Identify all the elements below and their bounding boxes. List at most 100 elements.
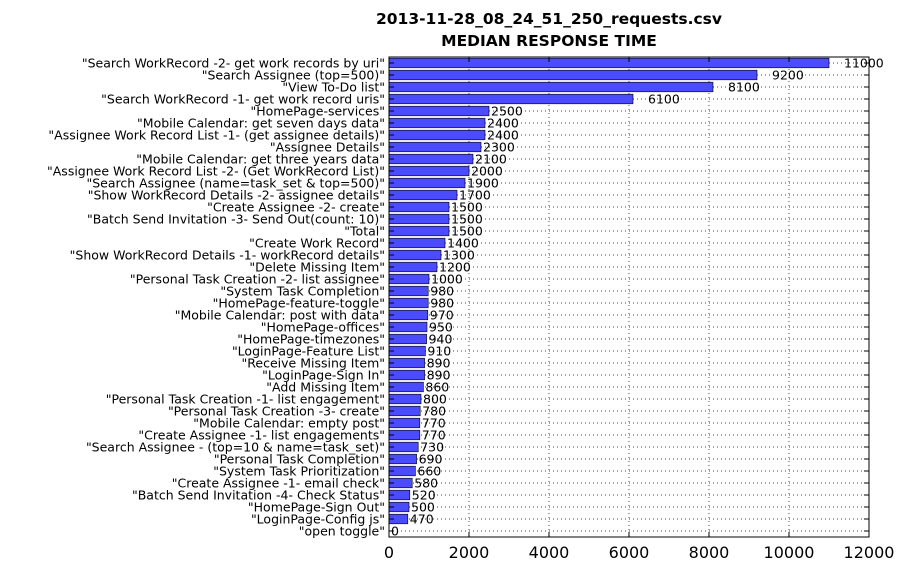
category-label: "Personal Task Completion" [214,452,385,467]
value-label: 1500 [451,200,483,215]
value-label: 860 [425,380,449,395]
bar [388,273,430,285]
value-label: 2000 [471,164,503,179]
category-label: "Create Assignee -1- email check" [172,476,385,491]
x-tick-label: 8000 [689,543,730,562]
value-label: 9200 [772,68,804,83]
bar [388,57,830,69]
bar [388,321,428,333]
x-tick-label: 6000 [609,543,650,562]
bar [388,153,474,165]
category-label: "LoginPage-Feature List" [232,344,385,359]
category-label: "Search Assignee - (top=10 & name=task_s… [86,440,385,455]
value-label: 1400 [447,236,479,251]
value-label: 2400 [487,128,519,143]
category-label: "HomePage-Sign Out" [248,500,385,515]
value-label: 1900 [467,176,499,191]
bar [388,249,442,261]
value-label: 2100 [475,152,507,167]
bar [388,93,634,105]
value-label: 1700 [459,188,491,203]
value-label: 2300 [483,140,515,155]
bar [388,165,470,177]
value-label: 1500 [451,212,483,227]
x-tick-label: 12000 [844,543,895,562]
bar [388,333,427,345]
bar [388,69,758,81]
value-label: 890 [427,356,451,371]
value-label: 8100 [728,80,760,95]
bar [388,357,425,369]
bar [388,345,426,357]
category-label: "Create Work Record" [249,236,385,251]
value-label: 1000 [431,272,463,287]
bar [388,129,486,141]
value-label: 2500 [491,104,523,119]
category-label: "open toggle" [299,524,385,539]
category-label: "Delete Missing Item" [249,260,385,275]
value-label: 800 [423,392,447,407]
x-tick-label: 4000 [529,543,570,562]
category-label: "Mobile Calendar: post with data" [175,308,385,323]
bar [388,381,424,393]
bar [388,297,429,309]
category-label: "Add Missing Item" [266,380,385,395]
chart-title: 2013-11-28_08_24_51_250_requests.csv [375,10,723,28]
bar [388,225,450,237]
bar [388,201,450,213]
category-label: "Batch Send Invitation -4- Check Status" [132,488,385,503]
chart-titles: 2013-11-28_08_24_51_250_requests.csv MED… [0,8,904,52]
category-label: "Assignee Work Record List -1- (get assi… [48,128,385,143]
category-label: "LoginPage-Sign In" [262,368,385,383]
bar [388,237,446,249]
value-label: 470 [410,512,434,527]
category-label: "Mobile Calendar: get three years data" [136,152,385,167]
value-label: 770 [422,428,446,443]
x-tick-label: 2000 [449,543,490,562]
value-label: 1300 [443,248,475,263]
category-label: "Search WorkRecord -1- get work record u… [101,92,385,107]
value-label: 520 [412,488,436,503]
category-label: "Create Assignee -1- list engagements" [138,428,385,443]
value-label: 950 [429,320,453,335]
bar [388,117,486,129]
category-label: "Assignee Work Record List -2- (Get Work… [47,164,385,179]
value-label: 780 [422,404,446,419]
category-label: "Search WorkRecord -2- get work records … [82,56,385,71]
bar [388,81,714,93]
category-label: "System Task Prioritization" [213,464,385,479]
value-label: 2400 [487,116,519,131]
category-label: "HomePage-feature-toggle" [213,296,385,311]
chart-subtitle: MEDIAN RESPONSE TIME [441,32,657,50]
value-label: 940 [429,332,453,347]
category-label: "HomePage-services" [251,104,385,119]
category-label: "HomePage-timezones" [237,332,385,347]
value-label: 980 [430,284,454,299]
bar [388,177,466,189]
value-label: 690 [419,452,443,467]
x-tick-label: 10000 [764,543,815,562]
value-label: 890 [427,368,451,383]
value-label: 980 [430,296,454,311]
value-label: 730 [420,440,444,455]
category-label: "Assignee Details" [270,140,385,155]
category-label: "Personal Task Creation -1- list engagem… [106,392,385,407]
category-label: "Mobile Calendar: empty post" [193,416,385,431]
category-label: "Search Assignee (top=500)" [202,68,385,83]
category-label: "Mobile Calendar: get seven days data" [137,116,385,131]
value-label: 970 [430,308,454,323]
x-tick-label: 0 [384,543,394,562]
category-label: "Personal Task Creation -3- create" [168,404,385,419]
category-label: "Create Assignee -2- create" [207,200,385,215]
value-label: 1200 [439,260,471,275]
category-label: "System Task Completion" [220,284,385,299]
bar [388,369,425,381]
value-label: 770 [422,416,446,431]
category-label: "Show WorkRecord Details -1- workRecord … [70,248,385,263]
category-label: "Receive Missing Item" [242,356,385,371]
bar [388,285,429,297]
value-label: 580 [414,476,438,491]
value-label: 0 [391,524,399,539]
value-label: 660 [417,464,441,479]
